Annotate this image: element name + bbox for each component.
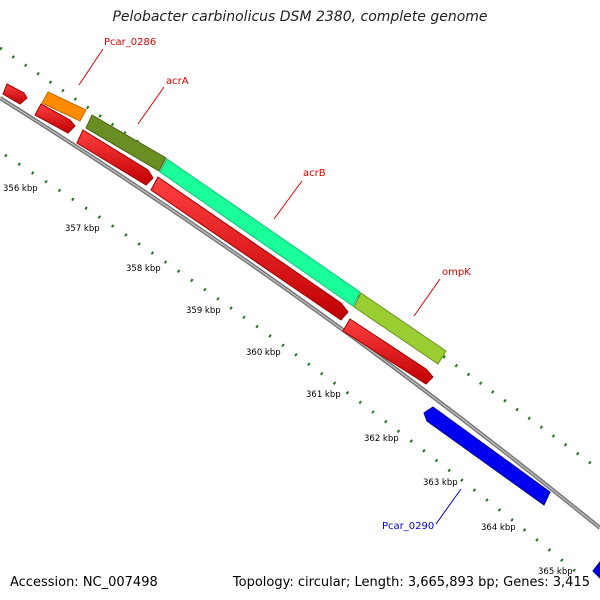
- feature-red-cds-3[interactable]: [76, 129, 154, 186]
- feature-blue-edge[interactable]: [592, 561, 600, 579]
- label-leaders: [78, 48, 462, 525]
- scale-label-357: 357 kbp: [65, 224, 100, 234]
- accession-text: Accession: NC_007498: [10, 575, 158, 590]
- map-title: Pelobacter carbinolicus DSM 2380, comple…: [112, 9, 488, 25]
- gene-label-acrB: acrB: [303, 168, 326, 179]
- feature-pcar-0290[interactable]: [423, 406, 551, 506]
- feature-acrA[interactable]: [85, 114, 167, 172]
- scale-label-364: 364 kbp: [481, 523, 516, 533]
- genome-summary-text: Topology: circular; Length: 3,665,893 bp…: [232, 575, 590, 590]
- feature-red-cds-2[interactable]: [34, 103, 76, 134]
- feature-acrB[interactable]: [159, 158, 361, 307]
- scale-label-365: 365 kbp: [538, 567, 573, 577]
- scale-label-361: 361 kbp: [306, 390, 341, 400]
- gene-label-pcar-0290: Pcar_0290: [382, 521, 434, 532]
- feature-red-cds-4[interactable]: [150, 176, 349, 321]
- gene-label-pcar-0286: Pcar_0286: [104, 37, 156, 48]
- scale-label-356: 356 kbp: [3, 184, 38, 194]
- gene-label-ompK: ompK: [442, 267, 471, 278]
- feature-ompK[interactable]: [353, 292, 447, 365]
- feature-red-cds-5[interactable]: [342, 318, 434, 385]
- inner-tick-track: [4, 153, 581, 577]
- gene-label-acrA: acrA: [166, 76, 189, 87]
- scale-label-358: 358 kbp: [126, 264, 161, 274]
- scale-label-363: 363 kbp: [423, 478, 458, 488]
- scale-label-360: 360 kbp: [246, 348, 281, 358]
- scale-label-359: 359 kbp: [186, 306, 221, 316]
- feature-pcar-0286[interactable]: [41, 91, 87, 122]
- scale-label-362: 362 kbp: [364, 434, 399, 444]
- feature-red-cds-1[interactable]: [2, 83, 28, 105]
